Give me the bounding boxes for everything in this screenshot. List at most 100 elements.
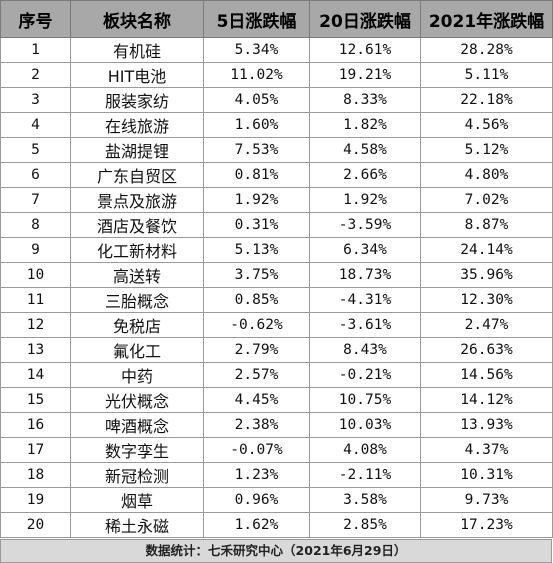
cell-sector-name: 烟草 bbox=[70, 487, 204, 513]
cell-index: 20 bbox=[0, 512, 71, 538]
cell-20day-change: 12.61% bbox=[309, 37, 421, 63]
cell-sector-name: 有机硅 bbox=[70, 37, 204, 63]
cell-2021-change: 13.93% bbox=[420, 412, 553, 438]
cell-index: 1 bbox=[0, 37, 71, 63]
cell-2021-change: 28.28% bbox=[420, 37, 553, 63]
cell-2021-change: 7.02% bbox=[420, 187, 553, 213]
header-sector-name: 板块名称 bbox=[70, 0, 204, 38]
cell-index: 3 bbox=[0, 87, 71, 113]
table-row: 20 稀土永磁 1.62% 2.85% 17.23% bbox=[0, 512, 553, 538]
cell-index: 19 bbox=[0, 487, 71, 513]
cell-5day-change: 11.02% bbox=[203, 62, 310, 88]
cell-5day-change: -0.62% bbox=[203, 312, 310, 338]
table-row: 15 光伏概念 4.45% 10.75% 14.12% bbox=[0, 387, 553, 413]
table-row: 8 酒店及餐饮 0.31% -3.59% 8.87% bbox=[0, 212, 553, 238]
cell-20day-change: 2.66% bbox=[309, 162, 421, 188]
cell-sector-name: HIT电池 bbox=[70, 62, 204, 88]
cell-index: 9 bbox=[0, 237, 71, 263]
cell-sector-name: 景点及旅游 bbox=[70, 187, 204, 213]
cell-20day-change: 4.58% bbox=[309, 137, 421, 163]
table-row: 7 景点及旅游 1.92% 1.92% 7.02% bbox=[0, 187, 553, 213]
cell-20day-change: -2.11% bbox=[309, 462, 421, 488]
table-header-row: 序号 板块名称 5日涨跌幅 20日涨跌幅 2021年涨跌幅 bbox=[0, 0, 553, 38]
cell-20day-change: -3.59% bbox=[309, 212, 421, 238]
cell-index: 2 bbox=[0, 62, 71, 88]
table-row: 19 烟草 0.96% 3.58% 9.73% bbox=[0, 487, 553, 513]
cell-sector-name: 中药 bbox=[70, 362, 204, 388]
table-row: 5 盐湖提锂 7.53% 4.58% 5.12% bbox=[0, 137, 553, 163]
cell-20day-change: 8.43% bbox=[309, 337, 421, 363]
table-row: 17 数字孪生 -0.07% 4.08% 4.37% bbox=[0, 437, 553, 463]
cell-sector-name: 新冠检测 bbox=[70, 462, 204, 488]
cell-2021-change: 26.63% bbox=[420, 337, 553, 363]
cell-20day-change: 4.08% bbox=[309, 437, 421, 463]
cell-sector-name: 广东自贸区 bbox=[70, 162, 204, 188]
cell-2021-change: 17.23% bbox=[420, 512, 553, 538]
table-row: 10 高送转 3.75% 18.73% 35.96% bbox=[0, 262, 553, 288]
cell-5day-change: 3.75% bbox=[203, 262, 310, 288]
table-row: 12 免税店 -0.62% -3.61% 2.47% bbox=[0, 312, 553, 338]
cell-5day-change: 0.31% bbox=[203, 212, 310, 238]
cell-sector-name: 三胎概念 bbox=[70, 287, 204, 313]
cell-index: 6 bbox=[0, 162, 71, 188]
cell-20day-change: -0.21% bbox=[309, 362, 421, 388]
cell-index: 7 bbox=[0, 187, 71, 213]
cell-20day-change: 19.21% bbox=[309, 62, 421, 88]
table-row: 4 在线旅游 1.60% 1.82% 4.56% bbox=[0, 112, 553, 138]
table-row: 6 广东自贸区 0.81% 2.66% 4.80% bbox=[0, 162, 553, 188]
cell-5day-change: 1.62% bbox=[203, 512, 310, 538]
cell-sector-name: 光伏概念 bbox=[70, 387, 204, 413]
cell-5day-change: 0.96% bbox=[203, 487, 310, 513]
cell-5day-change: 4.05% bbox=[203, 87, 310, 113]
cell-sector-name: 稀土永磁 bbox=[70, 512, 204, 538]
cell-20day-change: 10.03% bbox=[309, 412, 421, 438]
cell-2021-change: 4.80% bbox=[420, 162, 553, 188]
cell-2021-change: 4.56% bbox=[420, 112, 553, 138]
cell-2021-change: 22.18% bbox=[420, 87, 553, 113]
cell-20day-change: -4.31% bbox=[309, 287, 421, 313]
cell-sector-name: 在线旅游 bbox=[70, 112, 204, 138]
cell-sector-name: 服装家纺 bbox=[70, 87, 204, 113]
cell-index: 4 bbox=[0, 112, 71, 138]
cell-2021-change: 14.12% bbox=[420, 387, 553, 413]
cell-5day-change: 0.81% bbox=[203, 162, 310, 188]
cell-20day-change: 10.75% bbox=[309, 387, 421, 413]
table-row: 2 HIT电池 11.02% 19.21% 5.11% bbox=[0, 62, 553, 88]
cell-5day-change: 2.57% bbox=[203, 362, 310, 388]
cell-5day-change: 4.45% bbox=[203, 387, 310, 413]
sector-performance-table: 序号 板块名称 5日涨跌幅 20日涨跌幅 2021年涨跌幅 1 有机硅 5.34% 1… bbox=[0, 0, 553, 538]
header-20day-change: 20日涨跌幅 bbox=[309, 0, 421, 38]
cell-2021-change: 35.96% bbox=[420, 262, 553, 288]
cell-index: 13 bbox=[0, 337, 71, 363]
cell-2021-change: 8.87% bbox=[420, 212, 553, 238]
cell-index: 5 bbox=[0, 137, 71, 163]
header-index: 序号 bbox=[0, 0, 71, 38]
cell-sector-name: 高送转 bbox=[70, 262, 204, 288]
cell-sector-name: 免税店 bbox=[70, 312, 204, 338]
cell-sector-name: 数字孪生 bbox=[70, 437, 204, 463]
cell-5day-change: 5.13% bbox=[203, 237, 310, 263]
cell-20day-change: 6.34% bbox=[309, 237, 421, 263]
cell-index: 17 bbox=[0, 437, 71, 463]
cell-5day-change: 2.79% bbox=[203, 337, 310, 363]
cell-20day-change: -3.61% bbox=[309, 312, 421, 338]
data-source-note: 数据统计：七禾研究中心（2021年6月29日） bbox=[0, 539, 552, 563]
cell-20day-change: 8.33% bbox=[309, 87, 421, 113]
cell-5day-change: 5.34% bbox=[203, 37, 310, 63]
cell-5day-change: -0.07% bbox=[203, 437, 310, 463]
table-row: 11 三胎概念 0.85% -4.31% 12.30% bbox=[0, 287, 553, 313]
cell-index: 8 bbox=[0, 212, 71, 238]
cell-sector-name: 化工新材料 bbox=[70, 237, 204, 263]
table-row: 14 中药 2.57% -0.21% 14.56% bbox=[0, 362, 553, 388]
cell-2021-change: 10.31% bbox=[420, 462, 553, 488]
cell-2021-change: 5.11% bbox=[420, 62, 553, 88]
table-row: 16 啤酒概念 2.38% 10.03% 13.93% bbox=[0, 412, 553, 438]
cell-2021-change: 14.56% bbox=[420, 362, 553, 388]
cell-sector-name: 氟化工 bbox=[70, 337, 204, 363]
cell-index: 11 bbox=[0, 287, 71, 313]
cell-2021-change: 4.37% bbox=[420, 437, 553, 463]
cell-index: 18 bbox=[0, 462, 71, 488]
table-row: 18 新冠检测 1.23% -2.11% 10.31% bbox=[0, 462, 553, 488]
cell-20day-change: 18.73% bbox=[309, 262, 421, 288]
cell-20day-change: 1.92% bbox=[309, 187, 421, 213]
